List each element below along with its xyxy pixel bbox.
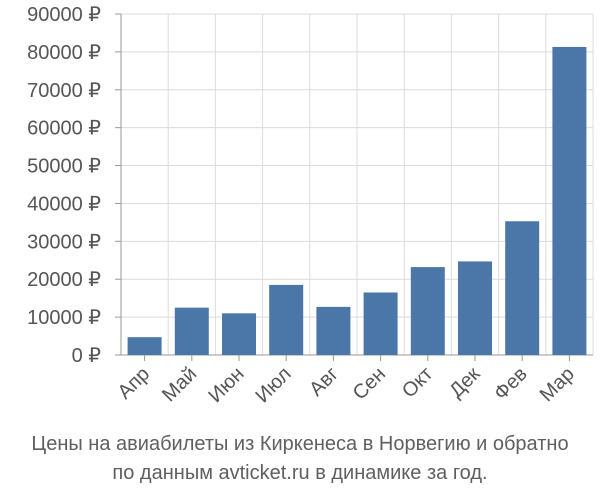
x-tick-label: Окт xyxy=(398,363,437,402)
y-tick-label: 10000 ₽ xyxy=(27,307,101,329)
x-tick-label: Дек xyxy=(445,363,484,402)
bar-6 xyxy=(363,292,398,355)
y-tick-label: 60000 ₽ xyxy=(27,118,101,140)
y-tick-label: 0 ₽ xyxy=(72,345,102,367)
bar-chart: 0 ₽ 10000 ₽ 20000 ₽ 30000 ₽ 40000 ₽ 50000 ₽ 60… xyxy=(27,4,594,407)
chart-caption: Цены на авиабилеты из Киркенеса в Норвег… xyxy=(0,430,600,488)
x-tick-label: Май xyxy=(158,363,201,406)
x-tick-label: Апр xyxy=(114,363,155,404)
y-tick-label: 40000 ₽ xyxy=(27,193,101,215)
bar-5 xyxy=(316,306,351,355)
bar-3 xyxy=(222,313,256,355)
caption-line-2: по данным avticket.ru в динамике за год. xyxy=(112,462,488,484)
x-tick-label: Мар xyxy=(536,363,579,406)
bar-1 xyxy=(127,337,162,355)
x-tick-label: Июл xyxy=(251,363,295,407)
y-tick-label: 30000 ₽ xyxy=(27,231,101,253)
y-tick-label: 50000 ₽ xyxy=(27,156,101,178)
bar-10 xyxy=(552,46,587,356)
y-tick-label: 70000 ₽ xyxy=(27,80,101,102)
y-tick-label: 80000 ₽ xyxy=(27,42,101,64)
bar-7 xyxy=(410,267,445,355)
bar-4 xyxy=(269,284,304,355)
x-tick-label: Авг xyxy=(305,363,343,401)
x-tick-label: Сен xyxy=(349,363,390,404)
bar-2 xyxy=(174,307,209,355)
bar-8 xyxy=(458,261,492,355)
x-tick-label: Июн xyxy=(204,363,248,407)
bar-9 xyxy=(505,221,540,355)
y-tick-label: 20000 ₽ xyxy=(27,269,101,291)
x-tick-label: Фев xyxy=(490,363,532,405)
caption-line-1: Цены на авиабилеты из Киркенеса в Норвег… xyxy=(31,433,569,455)
y-tick-label: 90000 ₽ xyxy=(27,4,101,26)
